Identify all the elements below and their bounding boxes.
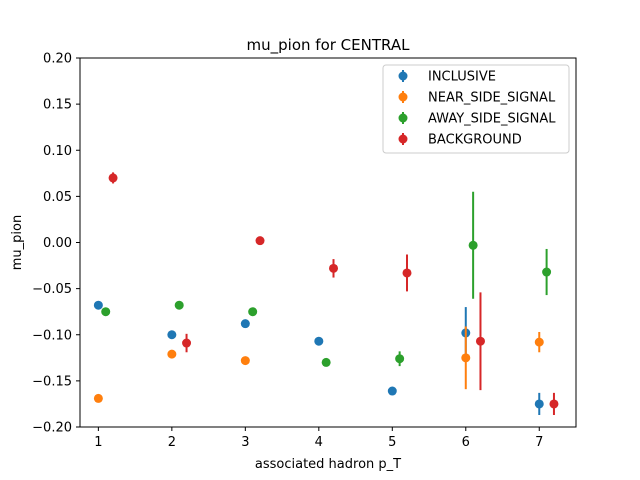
x-tick-label: 4 [315, 435, 323, 450]
near-side-signal-point [93, 393, 103, 403]
legend-marker-background [398, 134, 408, 144]
near-side-signal-point [240, 356, 250, 366]
y-tick-label: −0.20 [32, 421, 72, 436]
background-point [475, 336, 485, 346]
legend-label-background: BACKGROUND [428, 133, 522, 148]
inclusive-point [314, 336, 324, 346]
background-point [108, 173, 118, 183]
x-tick-label: 3 [241, 435, 249, 450]
inclusive-point [387, 386, 397, 396]
away-side-signal-point [395, 354, 405, 364]
background-point [549, 399, 559, 409]
away-side-signal-point [174, 300, 184, 310]
chart-title: mu_pion for CENTRAL [247, 36, 411, 55]
inclusive-point [93, 300, 103, 310]
near-side-signal-point [167, 349, 177, 359]
away-side-signal-point [468, 240, 478, 250]
y-tick-label: 0.20 [43, 52, 72, 67]
near-side-signal-point [461, 353, 471, 363]
x-tick-label: 2 [168, 435, 176, 450]
background-point [402, 268, 412, 278]
inclusive-point [534, 399, 544, 409]
legend-label-inclusive: INCLUSIVE [428, 70, 496, 85]
y-tick-label: 0.10 [43, 144, 72, 159]
legend: INCLUSIVE NEAR_SIDE_SIGNAL AWAY_SIDE_SIGNA… [382, 64, 570, 154]
y-tick-label: −0.05 [32, 282, 72, 297]
y-tick-label: −0.15 [32, 374, 72, 389]
x-tick-label: 5 [388, 435, 396, 450]
away-side-signal-point [321, 357, 331, 367]
away-side-signal-point [542, 267, 552, 277]
y-tick-label: 0.05 [43, 190, 72, 205]
near-side-signal-point [534, 337, 544, 347]
legend-marker-away-side-signal [398, 113, 408, 123]
inclusive-point [167, 330, 177, 340]
plot-area [93, 172, 559, 416]
legend-marker-inclusive [398, 71, 408, 81]
inclusive-point [240, 319, 250, 329]
background-point [182, 338, 192, 348]
background-point [329, 263, 339, 273]
away-side-signal-point [248, 307, 258, 317]
x-tick-label: 6 [462, 435, 470, 450]
legend-marker-near-side-signal [398, 92, 408, 102]
y-axis: −0.20 −0.15 −0.10 −0.05 0.00 0.05 0.10 0.15 0.20 [32, 52, 80, 436]
legend-label-near-side-signal: NEAR_SIDE_SIGNAL [428, 91, 556, 106]
y-tick-label: 0.15 [43, 98, 72, 113]
background-point [255, 236, 265, 246]
away-side-signal-point [101, 307, 111, 317]
x-axis-label: associated hadron p_T [255, 457, 401, 472]
y-tick-label: 0.00 [43, 236, 72, 251]
plot-frame [79, 57, 577, 428]
y-axis-label: mu_pion [10, 215, 25, 270]
x-tick-label: 1 [94, 435, 102, 450]
legend-label-away-side-signal: AWAY_SIDE_SIGNAL [428, 112, 556, 127]
y-tick-label: −0.10 [32, 328, 72, 343]
x-tick-label: 7 [535, 435, 543, 450]
x-axis: 1 2 3 4 5 6 7 [94, 427, 543, 450]
legend-box [382, 64, 570, 154]
